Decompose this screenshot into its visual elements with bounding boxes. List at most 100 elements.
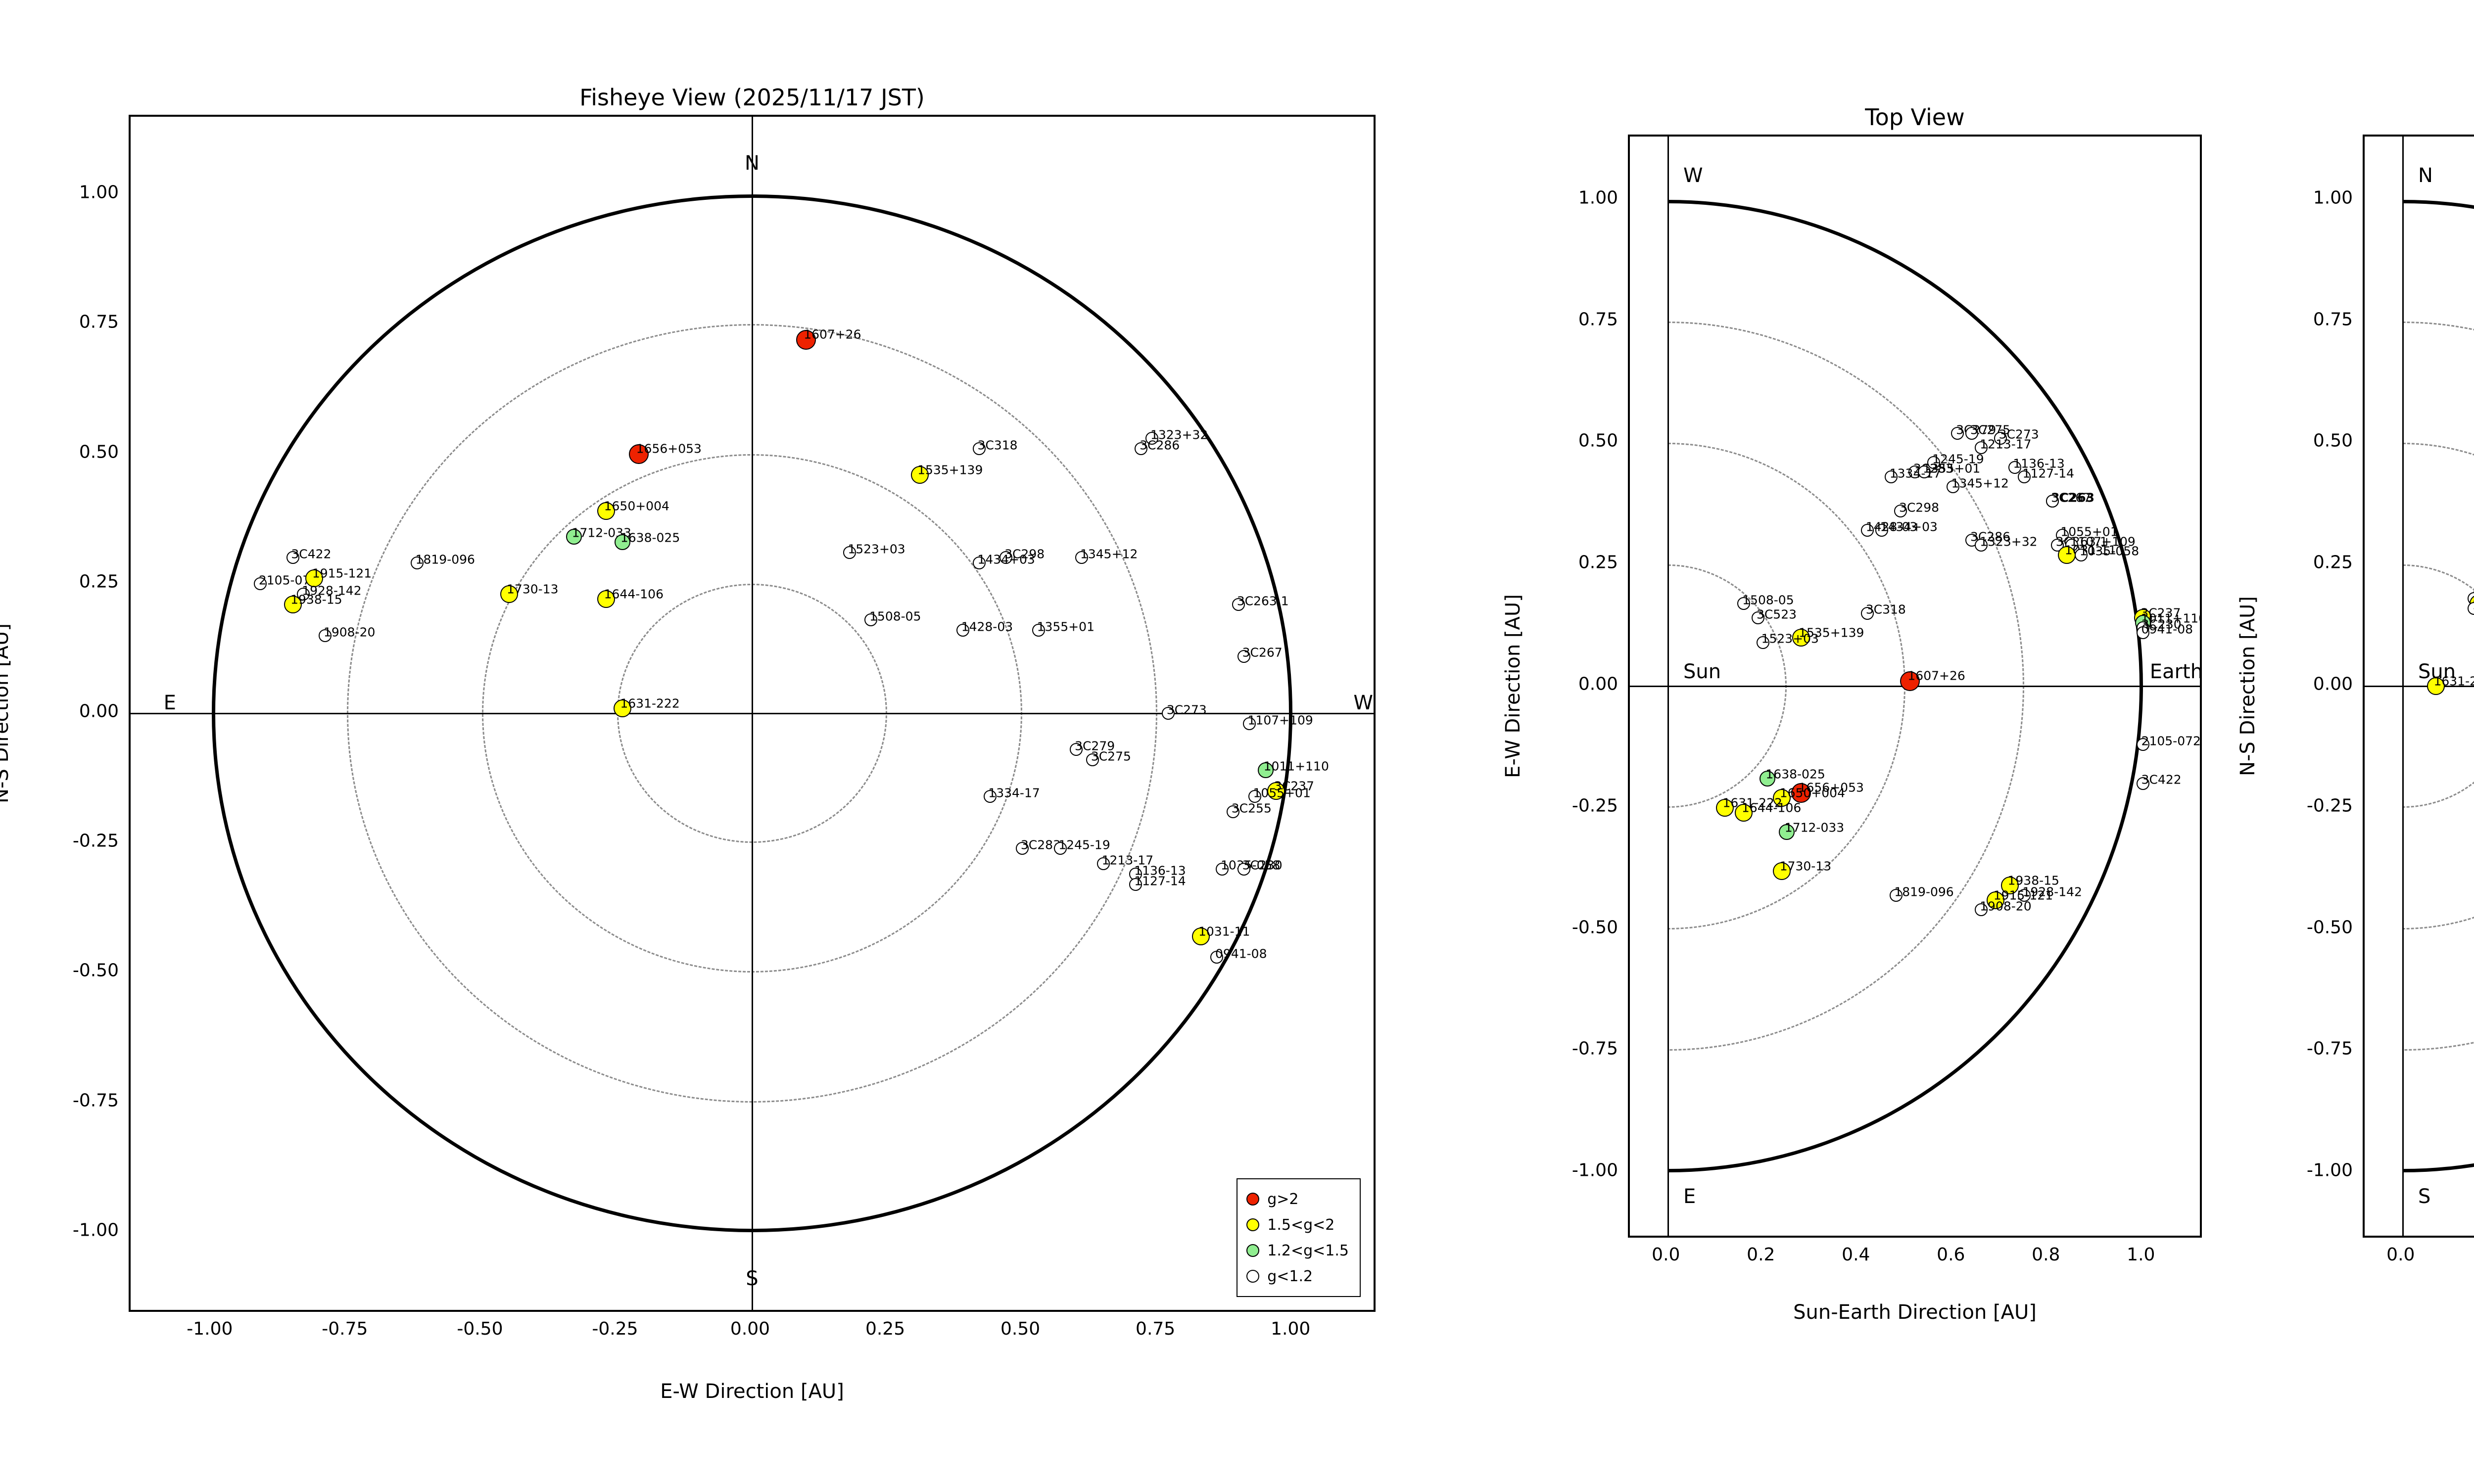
data-point[interactable] [1965,426,1979,440]
data-point[interactable] [1965,534,1979,547]
data-point[interactable] [1267,782,1285,800]
data-point[interactable] [1053,841,1067,855]
data-point[interactable] [1237,649,1250,663]
panel-top-view: Top View 3C2793C2753C2731213-171245-1911… [1502,104,2202,1324]
data-point[interactable] [1070,743,1083,756]
data-point-label: 1938-15 [290,592,342,607]
data-point[interactable] [1792,628,1810,647]
data-point[interactable] [1227,805,1240,819]
data-point[interactable] [566,529,582,545]
data-point[interactable] [1237,862,1250,876]
data-point[interactable] [284,595,302,613]
data-point[interactable] [1994,431,2007,445]
data-point[interactable] [1210,950,1224,964]
data-point[interactable] [1216,862,1229,876]
data-point[interactable] [1987,891,2005,909]
data-point[interactable] [1716,798,1734,817]
data-point[interactable] [2001,877,2019,895]
data-point[interactable] [1016,841,1029,855]
data-point[interactable] [1778,824,1795,840]
data-point[interactable] [305,569,324,588]
data-point[interactable] [1861,524,1874,537]
data-point[interactable] [319,629,332,642]
data-point[interactable] [2017,888,2031,902]
data-point[interactable] [1760,770,1776,787]
data-point[interactable] [1242,717,1256,730]
data-point[interactable] [2136,626,2149,639]
data-point[interactable] [1752,611,1765,625]
data-point[interactable] [2427,677,2445,695]
data-point[interactable] [286,551,299,564]
data-point[interactable] [2136,777,2149,790]
data-point[interactable] [1975,538,1988,552]
data-point[interactable] [1248,789,1261,803]
data-point[interactable] [983,789,997,803]
data-point[interactable] [1900,671,1920,692]
data-point[interactable] [864,613,878,627]
data-point-label: 1523+03 [848,542,905,556]
data-point[interactable] [1894,505,1907,518]
legend-swatch [1246,1193,1260,1206]
data-point[interactable] [1885,470,1898,484]
data-point[interactable] [597,590,616,608]
y-tick-mark [1628,321,1630,323]
data-point[interactable] [1161,707,1175,720]
data-point[interactable] [1756,636,1769,649]
data-point[interactable] [999,551,1013,564]
data-point[interactable] [613,699,631,717]
data-point[interactable] [1975,441,1988,455]
y-tick-mark [1628,1050,1630,1052]
data-point[interactable] [1737,597,1751,610]
data-point[interactable] [796,329,816,350]
legend-row[interactable]: 1.2<g<1.5 [1246,1238,1349,1263]
data-point[interactable] [1918,465,1931,479]
data-point[interactable] [1075,551,1089,564]
data-point[interactable] [1145,432,1159,445]
data-point[interactable] [1096,857,1110,871]
data-point[interactable] [1927,456,1941,469]
data-point[interactable] [1135,442,1148,456]
data-point[interactable] [614,534,630,550]
data-point[interactable] [1951,426,1964,440]
data-point[interactable] [1773,789,1791,807]
data-point[interactable] [1889,888,1903,902]
data-point[interactable] [1773,862,1791,880]
data-point[interactable] [628,444,649,464]
data-point[interactable] [254,577,267,590]
legend-swatch [1246,1218,1260,1231]
data-point[interactable] [2075,548,2088,561]
data-point[interactable] [1086,753,1099,767]
data-point[interactable] [1875,524,1888,537]
compass-marker-s: S [746,1267,759,1291]
y-tick-mark [1628,807,1630,809]
data-point[interactable] [2017,470,2031,484]
data-point[interactable] [1129,878,1142,891]
data-point[interactable] [1735,803,1753,822]
data-point[interactable] [2008,461,2021,474]
data-point[interactable] [1191,927,1210,945]
data-point[interactable] [956,624,969,637]
data-point[interactable] [972,556,986,569]
data-point[interactable] [843,546,856,559]
legend-label: g<1.2 [1267,1267,1313,1285]
data-point[interactable] [500,585,518,603]
data-point[interactable] [972,442,986,456]
data-point[interactable] [910,465,929,484]
data-point[interactable] [1791,783,1811,803]
data-point[interactable] [1946,480,1959,493]
legend-row[interactable]: g>2 [1246,1186,1349,1212]
data-point[interactable] [410,556,424,569]
data-point[interactable] [1232,598,1245,611]
data-point[interactable] [597,502,616,520]
data-point[interactable] [1861,606,1874,620]
data-point[interactable] [2058,546,2076,564]
data-point[interactable] [2046,495,2059,508]
data-point[interactable] [1975,903,1988,917]
data-point[interactable] [1032,624,1045,637]
data-point-label: 1136-13 [1134,863,1186,878]
data-point[interactable] [2136,738,2149,751]
legend-row[interactable]: g<1.2 [1246,1263,1349,1289]
compass-marker-w: W [1683,164,1703,187]
legend-row[interactable]: 1.5<g<2 [1246,1212,1349,1238]
data-point[interactable] [1257,762,1274,779]
